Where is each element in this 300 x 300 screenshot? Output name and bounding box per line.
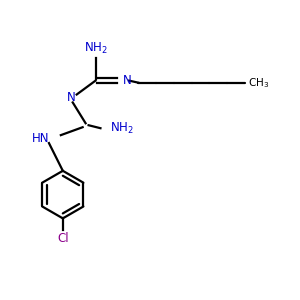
Text: Cl: Cl	[57, 232, 69, 245]
Text: NH$_2$: NH$_2$	[110, 121, 134, 136]
Text: N: N	[123, 74, 132, 87]
Text: HN: HN	[32, 132, 49, 145]
Text: N: N	[68, 91, 76, 104]
Text: CH$_3$: CH$_3$	[248, 76, 269, 89]
Text: NH$_2$: NH$_2$	[84, 41, 107, 56]
